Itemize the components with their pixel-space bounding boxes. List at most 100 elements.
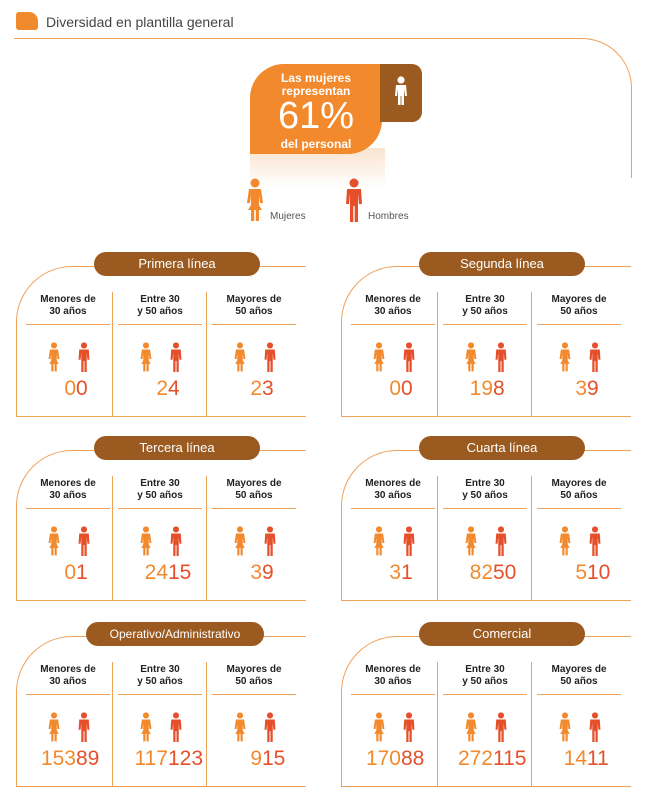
men-count: 115 <box>493 747 527 770</box>
woman-legend-icon <box>247 178 263 221</box>
man-icon <box>403 712 415 742</box>
man-icon <box>589 526 601 556</box>
men-count: 0 <box>76 377 88 400</box>
age-group: Menores de 30 años 3 1 <box>345 472 441 599</box>
age-group-label-line2: y 50 años <box>462 676 508 687</box>
man-icon <box>170 712 182 742</box>
age-group: Mayores de 50 años 5 10 <box>531 472 627 599</box>
column-divider <box>112 292 113 416</box>
man-icon <box>78 342 90 372</box>
men-count: 4 <box>168 377 180 400</box>
age-group-underline <box>537 694 621 695</box>
man-icon <box>589 712 601 742</box>
summary-line1: Las mujeres representan <box>280 71 352 98</box>
men-count: 15 <box>168 561 192 584</box>
age-group-label-line2: 50 años <box>235 306 273 317</box>
panel-title: Cuarta línea <box>419 436 585 460</box>
men-count: 88 <box>401 747 425 770</box>
age-group-label-line2: 30 años <box>374 490 412 501</box>
men-count: 1 <box>401 561 413 584</box>
column-divider <box>112 476 113 600</box>
age-group-label-line1: Entre 30 <box>465 664 505 675</box>
age-group: Menores de 30 años 0 1 <box>20 472 116 599</box>
age-group: Mayores de 50 años 2 3 <box>206 288 302 415</box>
women-count: 3 <box>575 377 587 400</box>
column-divider <box>206 662 207 786</box>
age-group: Entre 30 y 50 años 117 123 <box>112 658 208 785</box>
women-count: 5 <box>575 561 587 584</box>
age-group-label-line2: 30 años <box>49 490 87 501</box>
age-group-label-line1: Entre 30 <box>140 294 180 305</box>
age-group: Menores de 30 años 0 0 <box>20 288 116 415</box>
age-group-underline <box>118 694 202 695</box>
woman-icon <box>140 712 152 742</box>
age-group-label-line2: 50 años <box>235 490 273 501</box>
age-group-label-line1: Entre 30 <box>140 478 180 489</box>
age-group-underline <box>118 508 202 509</box>
age-group-label-line1: Mayores de <box>226 664 282 675</box>
age-group-label-line2: 50 años <box>560 306 598 317</box>
age-group-label: Entre 30 y 50 años <box>112 664 208 688</box>
panel: Cuarta línea Menores de 30 años 3 1 Entr… <box>341 436 631 601</box>
age-group: Menores de 30 años 153 89 <box>20 658 116 785</box>
women-count: 24 <box>144 561 168 584</box>
man-icon <box>495 712 507 742</box>
summary-side-tab <box>380 64 422 122</box>
woman-icon <box>465 342 477 372</box>
men-count: 50 <box>493 561 517 584</box>
panel: Segunda línea Menores de 30 años 0 0 Ent… <box>341 252 631 417</box>
age-group-underline <box>26 508 110 509</box>
woman-icon <box>140 342 152 372</box>
women-count: 272 <box>457 747 493 770</box>
woman-icon <box>559 526 571 556</box>
age-group: Mayores de 50 años 3 9 <box>531 288 627 415</box>
women-count: 3 <box>389 561 401 584</box>
woman-white-icon <box>395 76 407 105</box>
age-group: Mayores de 50 años 14 11 <box>531 658 627 785</box>
women-count: 0 <box>64 377 76 400</box>
age-group-label-line2: y 50 años <box>137 306 183 317</box>
age-group-label: Menores de 30 años <box>345 294 441 318</box>
column-divider <box>531 292 532 416</box>
age-group-underline <box>443 324 527 325</box>
man-icon <box>403 342 415 372</box>
panel-title: Operativo/Administrativo <box>86 622 264 646</box>
woman-icon <box>373 712 385 742</box>
men-count: 15 <box>262 747 286 770</box>
age-group-underline <box>26 324 110 325</box>
age-group-label-line1: Mayores de <box>551 478 607 489</box>
legend-women-label: Mujeres <box>270 211 306 222</box>
panel: Operativo/Administrativo Menores de 30 a… <box>16 622 306 787</box>
woman-icon <box>465 526 477 556</box>
age-group-label-line1: Menores de <box>365 294 421 305</box>
age-group-label: Menores de 30 años <box>20 664 116 688</box>
man-legend-icon <box>346 178 362 222</box>
women-count: 0 <box>389 377 401 400</box>
men-count: 3 <box>262 377 274 400</box>
age-group-label-line2: y 50 años <box>137 676 183 687</box>
age-group-label-line1: Menores de <box>40 478 96 489</box>
women-count: 153 <box>40 747 76 770</box>
page-title: Diversidad en plantilla general <box>46 14 234 30</box>
column-divider <box>531 476 532 600</box>
man-icon <box>264 526 276 556</box>
column-divider <box>112 662 113 786</box>
age-group-label: Mayores de 50 años <box>206 294 302 318</box>
age-group-label: Mayores de 50 años <box>206 664 302 688</box>
women-count: 9 <box>250 747 262 770</box>
men-count: 89 <box>76 747 100 770</box>
women-count: 3 <box>250 561 262 584</box>
age-group-label-line1: Entre 30 <box>140 664 180 675</box>
summary-shadow <box>250 148 385 188</box>
man-icon <box>495 526 507 556</box>
men-count: 9 <box>262 561 274 584</box>
age-group-underline <box>26 694 110 695</box>
column-divider <box>437 292 438 416</box>
age-group-label: Mayores de 50 años <box>531 664 627 688</box>
age-group: Entre 30 y 50 años 272 115 <box>437 658 533 785</box>
age-group-label: Menores de 30 años <box>345 478 441 502</box>
summary-line2: del personal <box>280 137 352 151</box>
man-icon <box>170 342 182 372</box>
men-count: 9 <box>587 377 599 400</box>
age-group-label: Mayores de 50 años <box>531 478 627 502</box>
